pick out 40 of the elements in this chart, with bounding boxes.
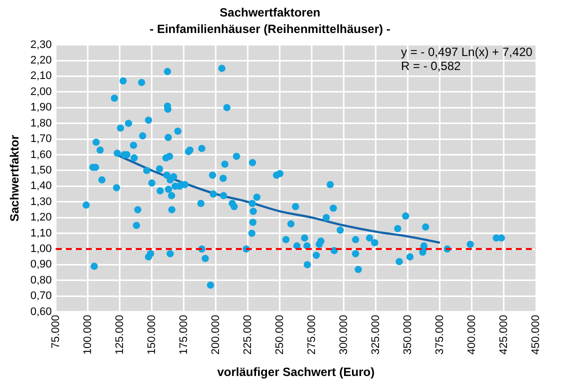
y-tick-label: 1,50 [30,164,52,176]
y-tick-label: 1,80 [30,117,52,130]
x-tick-label: 175.000 [178,314,190,355]
y-tick-label: 1,20 [30,212,52,224]
x-tick-label: 300.000 [338,314,350,355]
y-tick-label: 2,10 [30,70,52,82]
y-tick-label: 2,30 [30,38,52,51]
chart-title: Sachwertfaktoren [220,6,320,20]
x-tick-label: 275.000 [306,314,318,355]
y-tick-label: 1,00 [30,243,52,256]
y-tick-label: 2,20 [30,54,52,67]
y-tick-label: 2,00 [30,86,52,98]
y-tick-label: 1,90 [30,102,52,114]
x-axis-title: vorläufiger Sachwert (Euro) [217,365,375,380]
x-tick-label: 100.000 [82,314,94,355]
y-axis-title: Sachwertfaktor [8,134,22,222]
x-tick-label: 150.000 [146,314,158,355]
y-tick-label: 1,10 [30,227,52,240]
chart-subtitle: - Einfamilienhäuser (Reihenmittelhäuser) - [150,22,390,36]
x-tick-label: 250.000 [274,314,286,355]
y-tick-label: 1,70 [30,133,52,146]
x-tick-label: 75.000 [50,314,62,348]
annotation: y = - 0,497 Ln(x) + 7,420 [401,45,533,60]
x-tick-label: 425.000 [498,314,510,355]
y-tick-label: 0,80 [30,274,52,286]
x-tick-label: 450.000 [530,314,542,355]
y-tick-label: 0,60 [30,306,52,318]
x-tick-label: 125.000 [114,314,126,355]
x-tick-label: 200.000 [210,314,222,355]
y-tick-label: 1,60 [30,148,52,161]
y-tick-label: 0,90 [30,258,52,271]
y-tick-label: 1,30 [30,196,52,208]
y-tick-label: 1,40 [30,180,52,192]
x-tick-label: 400.000 [466,314,478,355]
x-tick-label: 325.000 [370,314,382,355]
annotation: R = - 0,582 [401,59,462,74]
x-tick-label: 225.000 [242,314,254,355]
x-tick-label: 350.000 [402,314,414,355]
y-tick-label: 0,70 [30,290,52,302]
x-tick-label: 375.000 [434,314,446,355]
